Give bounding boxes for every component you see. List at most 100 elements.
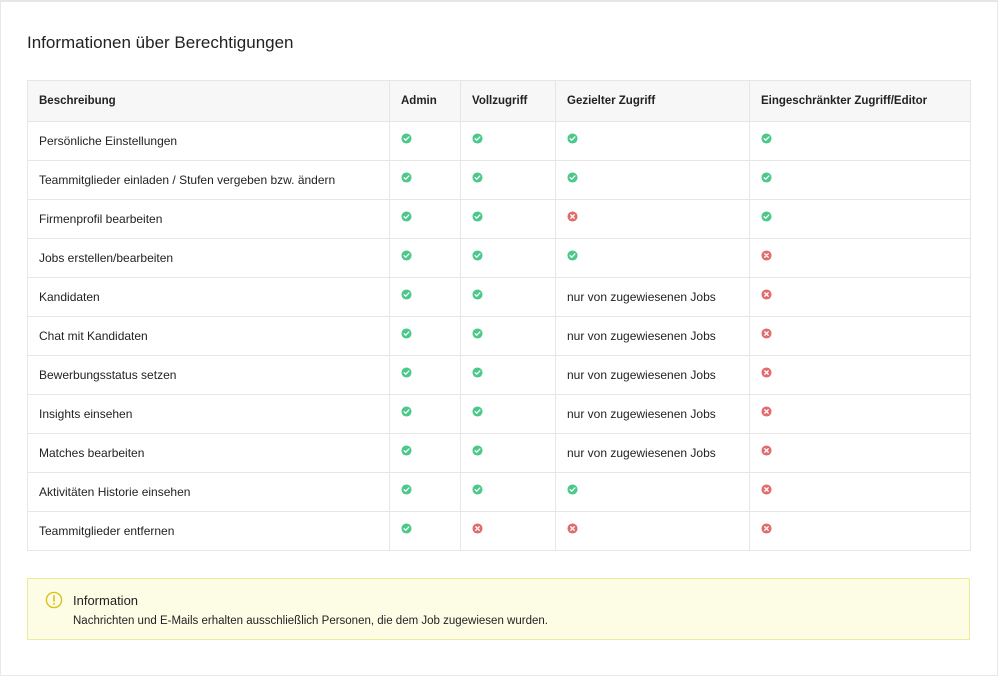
check-circle-icon xyxy=(401,172,412,183)
cell-restricted-access xyxy=(749,199,971,239)
permission-label: Chat mit Kandidaten xyxy=(27,316,390,356)
table-row: Kandidaten nur von zugewiesenen Jobs xyxy=(27,277,971,317)
check-circle-icon xyxy=(472,328,483,339)
table-header-row: Beschreibung Admin Vollzugriff Gezielter… xyxy=(27,80,971,122)
cell-admin xyxy=(389,160,461,200)
check-circle-icon xyxy=(567,250,578,261)
cell-targeted-access xyxy=(555,238,750,278)
x-circle-icon xyxy=(761,445,772,456)
cell-full-access xyxy=(460,238,556,278)
x-circle-icon xyxy=(567,211,578,222)
cell-targeted-access xyxy=(555,160,750,200)
x-circle-icon xyxy=(761,250,772,261)
permission-label: Teammitglieder einladen / Stufen vergebe… xyxy=(27,160,390,200)
information-callout: Information Nachrichten und E-Mails erha… xyxy=(27,578,970,640)
cell-targeted-access: nur von zugewiesenen Jobs xyxy=(555,355,750,395)
x-circle-icon xyxy=(761,523,772,534)
check-circle-icon xyxy=(472,133,483,144)
cell-targeted-access xyxy=(555,199,750,239)
cell-restricted-access xyxy=(749,121,971,161)
x-circle-icon xyxy=(761,289,772,300)
cell-restricted-access xyxy=(749,433,971,473)
check-circle-icon xyxy=(401,328,412,339)
cell-restricted-access xyxy=(749,238,971,278)
check-circle-icon xyxy=(761,211,772,222)
table-row: Insights einsehen nur von zugewiesenen Jo… xyxy=(27,394,971,434)
cell-admin xyxy=(389,355,461,395)
cell-full-access xyxy=(460,433,556,473)
check-circle-icon xyxy=(401,211,412,222)
cell-admin xyxy=(389,472,461,512)
table-row: Teammitglieder entfernen xyxy=(27,511,971,551)
information-title: Information xyxy=(73,593,139,608)
check-circle-icon xyxy=(761,172,772,183)
cell-full-access xyxy=(460,199,556,239)
cell-admin xyxy=(389,394,461,434)
cell-targeted-access: nur von zugewiesenen Jobs xyxy=(555,394,750,434)
permission-label: Firmenprofil bearbeiten xyxy=(27,199,390,239)
cell-targeted-access xyxy=(555,511,750,551)
cell-full-access xyxy=(460,316,556,356)
cell-admin xyxy=(389,316,461,356)
column-header-full-access: Vollzugriff xyxy=(460,80,556,122)
table-row: Firmenprofil bearbeiten xyxy=(27,199,971,239)
check-circle-icon xyxy=(401,406,412,417)
check-circle-icon xyxy=(472,211,483,222)
cell-admin xyxy=(389,277,461,317)
check-circle-icon xyxy=(401,133,412,144)
permission-label: Aktivitäten Historie einsehen xyxy=(27,472,390,512)
cell-admin xyxy=(389,433,461,473)
cell-full-access xyxy=(460,472,556,512)
cell-targeted-access: nur von zugewiesenen Jobs xyxy=(555,277,750,317)
permission-label: Matches bearbeiten xyxy=(27,433,390,473)
check-circle-icon xyxy=(472,250,483,261)
check-circle-icon xyxy=(401,250,412,261)
check-circle-icon xyxy=(761,133,772,144)
cell-full-access xyxy=(460,160,556,200)
permission-label: Kandidaten xyxy=(27,277,390,317)
permissions-table: Beschreibung Admin Vollzugriff Gezielter… xyxy=(27,80,971,551)
x-circle-icon xyxy=(472,523,483,534)
cell-targeted-access xyxy=(555,121,750,161)
check-circle-icon xyxy=(401,484,412,495)
check-circle-icon xyxy=(472,289,483,300)
x-circle-icon xyxy=(761,406,772,417)
check-circle-icon xyxy=(401,523,412,534)
cell-targeted-access xyxy=(555,472,750,512)
check-circle-icon xyxy=(567,172,578,183)
x-circle-icon xyxy=(761,328,772,339)
check-circle-icon xyxy=(401,367,412,378)
table-row: Aktivitäten Historie einsehen xyxy=(27,472,971,512)
table-row: Bewerbungsstatus setzen nur von zugewiese… xyxy=(27,355,971,395)
cell-targeted-access: nur von zugewiesenen Jobs xyxy=(555,316,750,356)
table-row: Jobs erstellen/bearbeiten xyxy=(27,238,971,278)
permission-label: Insights einsehen xyxy=(27,394,390,434)
cell-restricted-access xyxy=(749,277,971,317)
check-circle-icon xyxy=(472,406,483,417)
x-circle-icon xyxy=(567,523,578,534)
permission-label: Bewerbungsstatus setzen xyxy=(27,355,390,395)
information-text: Nachrichten und E-Mails erhalten ausschl… xyxy=(73,615,548,627)
exclamation-circle-icon xyxy=(45,591,63,609)
cell-restricted-access xyxy=(749,160,971,200)
check-circle-icon xyxy=(401,289,412,300)
cell-full-access xyxy=(460,394,556,434)
cell-admin xyxy=(389,511,461,551)
permission-label: Teammitglieder entfernen xyxy=(27,511,390,551)
table-row: Matches bearbeiten nur von zugewiesenen J… xyxy=(27,433,971,473)
cell-full-access xyxy=(460,277,556,317)
column-header-restricted-access: Eingeschränkter Zugriff/Editor xyxy=(749,80,971,122)
check-circle-icon xyxy=(472,445,483,456)
cell-restricted-access xyxy=(749,394,971,434)
cell-full-access xyxy=(460,355,556,395)
table-row: Teammitglieder einladen / Stufen vergebe… xyxy=(27,160,971,200)
check-circle-icon xyxy=(472,367,483,378)
cell-admin xyxy=(389,121,461,161)
check-circle-icon xyxy=(472,172,483,183)
cell-full-access xyxy=(460,121,556,161)
cell-restricted-access xyxy=(749,511,971,551)
check-circle-icon xyxy=(567,484,578,495)
permission-label: Persönliche Einstellungen xyxy=(27,121,390,161)
column-header-targeted-access: Gezielter Zugriff xyxy=(555,80,750,122)
